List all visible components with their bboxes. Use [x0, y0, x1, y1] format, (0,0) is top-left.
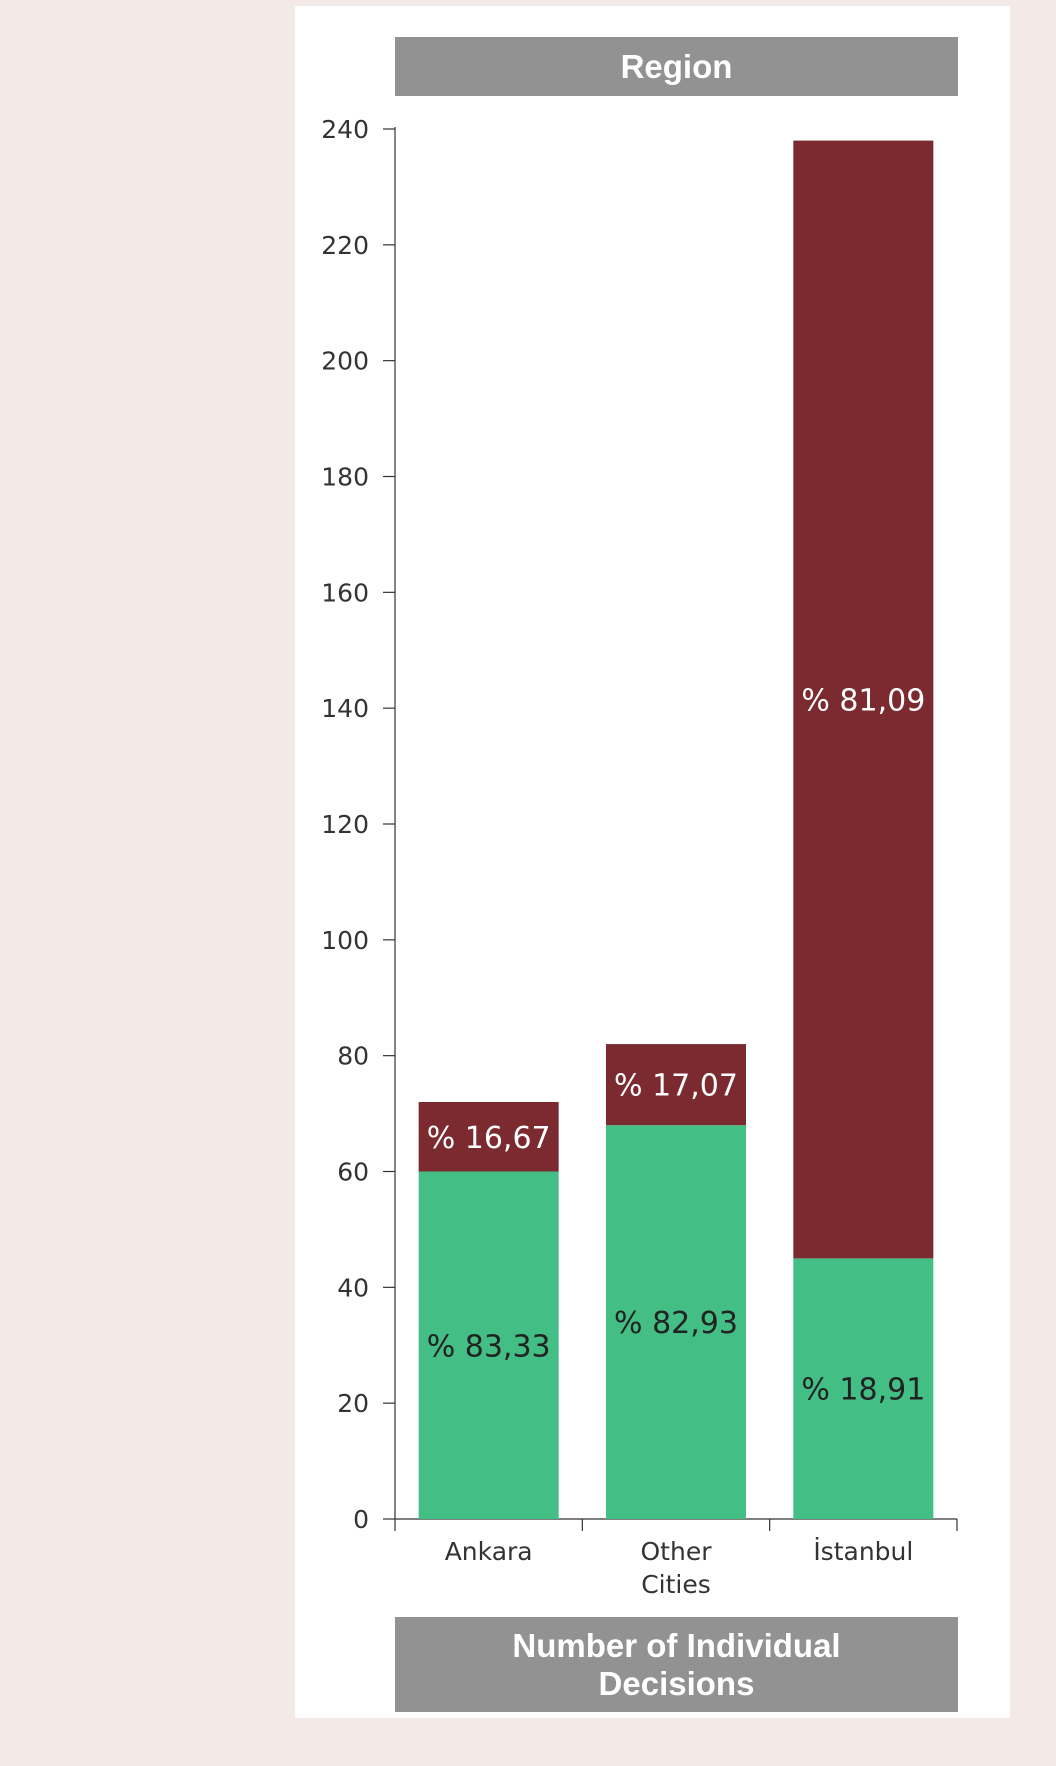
- bar-data-label: % 16,67: [427, 1121, 551, 1156]
- y-tick-label: 40: [337, 1273, 369, 1302]
- y-tick-label: 80: [337, 1042, 369, 1071]
- bar-data-label: % 18,91: [801, 1373, 925, 1408]
- bar-data-label: % 82,93: [614, 1306, 738, 1341]
- bar-segment: [793, 1258, 934, 1519]
- y-tick-label: 20: [337, 1389, 369, 1418]
- y-tick-label: 100: [321, 926, 369, 955]
- y-tick-label: 160: [321, 578, 369, 607]
- x-category-label: İstanbul: [813, 1537, 913, 1566]
- bar-segment: [606, 1044, 746, 1126]
- bar-segment: [606, 1125, 746, 1519]
- x-category-label: Ankara: [445, 1537, 533, 1566]
- y-tick-label: 220: [321, 231, 369, 260]
- y-tick-label: 180: [321, 463, 369, 492]
- bar-data-label: % 81,09: [801, 683, 925, 718]
- x-axis-title: Number of Individual Decisions: [395, 1617, 958, 1712]
- y-tick-label: 240: [321, 115, 369, 144]
- bar-segment: [793, 140, 934, 1259]
- chart-title: Region: [395, 37, 958, 96]
- y-tick-label: 120: [321, 810, 369, 839]
- y-tick-label: 60: [337, 1158, 369, 1187]
- y-tick-label: 140: [321, 694, 369, 723]
- y-tick-label: 0: [353, 1505, 369, 1534]
- bar-segment: [418, 1102, 559, 1172]
- x-category-label: Cities: [641, 1570, 711, 1599]
- bar-segment: [418, 1171, 559, 1519]
- bar-data-label: % 17,07: [614, 1069, 738, 1104]
- y-tick-label: 200: [321, 347, 369, 376]
- x-category-label: Other: [641, 1537, 713, 1566]
- bar-data-label: % 83,33: [427, 1329, 551, 1364]
